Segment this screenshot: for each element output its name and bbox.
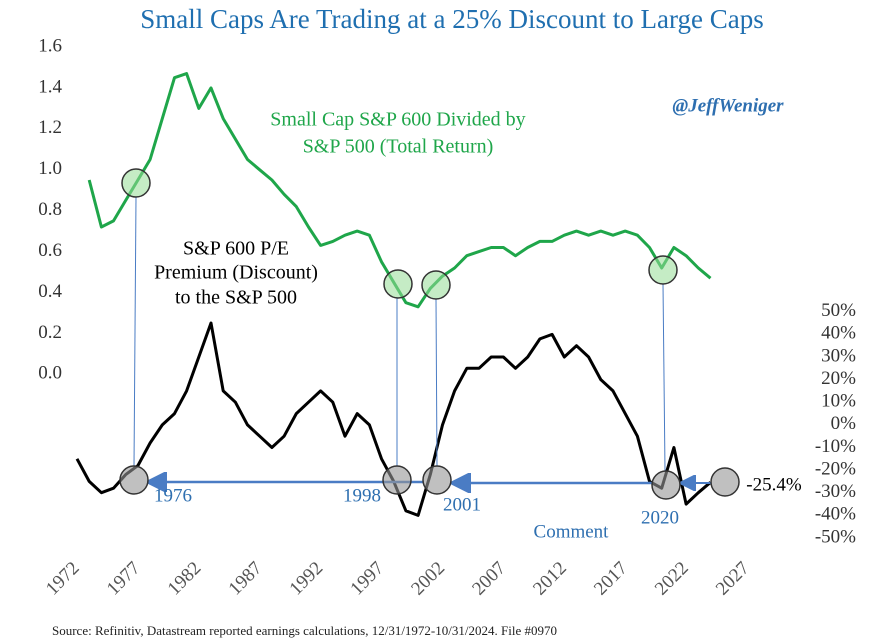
annotation: 1998 bbox=[343, 485, 381, 506]
connector bbox=[133, 196, 137, 467]
source: Source: Refinitiv, Datastream reported e… bbox=[52, 623, 557, 638]
y-tick-label: 0.0 bbox=[38, 363, 62, 384]
series-label: S&P 600 P/E bbox=[183, 238, 289, 260]
x-tick-label: 1997 bbox=[346, 558, 388, 600]
y2-tick-label: 0% bbox=[831, 413, 857, 434]
y2-tick-label: 30% bbox=[821, 345, 856, 366]
y2-tick-label: 10% bbox=[821, 391, 856, 412]
y2-tick-label: 50% bbox=[821, 300, 856, 321]
y-tick-label: 0.6 bbox=[38, 240, 62, 261]
y2-tick-label: 40% bbox=[821, 323, 856, 344]
x-tick-label: 2027 bbox=[712, 558, 754, 600]
connector bbox=[662, 283, 666, 472]
x-tick-label: 1982 bbox=[164, 558, 206, 600]
y2-tick-label: 20% bbox=[821, 368, 856, 389]
series-label: to the S&P 500 bbox=[175, 287, 297, 309]
highlight-circle bbox=[421, 270, 451, 300]
x-tick-label: 2012 bbox=[529, 558, 571, 600]
y2-tick-label: -40% bbox=[815, 504, 856, 525]
y2-tick-label: -30% bbox=[815, 481, 856, 502]
series-label: S&P 500 (Total Return) bbox=[303, 136, 494, 158]
y2-tick-label: -20% bbox=[815, 458, 856, 479]
y-tick-label: 0.2 bbox=[38, 322, 62, 343]
chart-title: Small Caps Are Trading at a 25% Discount… bbox=[140, 4, 763, 34]
x-tick-label: 1987 bbox=[225, 558, 267, 600]
annotation-layer bbox=[119, 168, 740, 500]
highlight-circle bbox=[121, 168, 151, 198]
y-tick-label: 1.6 bbox=[38, 35, 62, 56]
y-tick-label: 1.2 bbox=[38, 117, 62, 138]
y-tick-label: 0.4 bbox=[38, 281, 62, 302]
highlight-circle bbox=[651, 470, 681, 500]
y-tick-label: 0.8 bbox=[38, 199, 62, 220]
y-tick-label: 1.0 bbox=[38, 158, 62, 179]
handle: @JeffWeniger bbox=[672, 95, 784, 116]
x-tick-label: 1972 bbox=[42, 558, 84, 600]
connector bbox=[435, 298, 438, 467]
annotation: 1976 bbox=[154, 485, 192, 506]
series-label: Premium (Discount) bbox=[154, 262, 318, 284]
highlight-circle bbox=[382, 465, 412, 495]
highlight-circle bbox=[119, 465, 149, 495]
annotation: -25.4% bbox=[746, 474, 802, 495]
y2-tick-label: -50% bbox=[815, 526, 856, 547]
highlight-circle bbox=[383, 269, 413, 299]
highlight-circle bbox=[648, 255, 678, 285]
x-tick-label: 1992 bbox=[286, 558, 328, 600]
x-tick-label: 2022 bbox=[651, 558, 693, 600]
x-tick-label: 2017 bbox=[590, 558, 632, 600]
highlight-circle bbox=[422, 465, 452, 495]
series-label: Small Cap S&P 600 Divided by bbox=[270, 109, 525, 131]
x-tick-label: 2002 bbox=[407, 558, 449, 600]
annotation: 2020 bbox=[641, 507, 679, 528]
annotation: 2001 bbox=[443, 494, 481, 515]
y2-tick-label: -10% bbox=[815, 436, 856, 457]
highlight-circle bbox=[710, 467, 740, 497]
annotation: Comment bbox=[534, 521, 610, 542]
y-tick-label: 1.4 bbox=[38, 76, 62, 97]
x-tick-label: 1977 bbox=[103, 558, 145, 600]
x-tick-label: 2007 bbox=[468, 558, 510, 600]
